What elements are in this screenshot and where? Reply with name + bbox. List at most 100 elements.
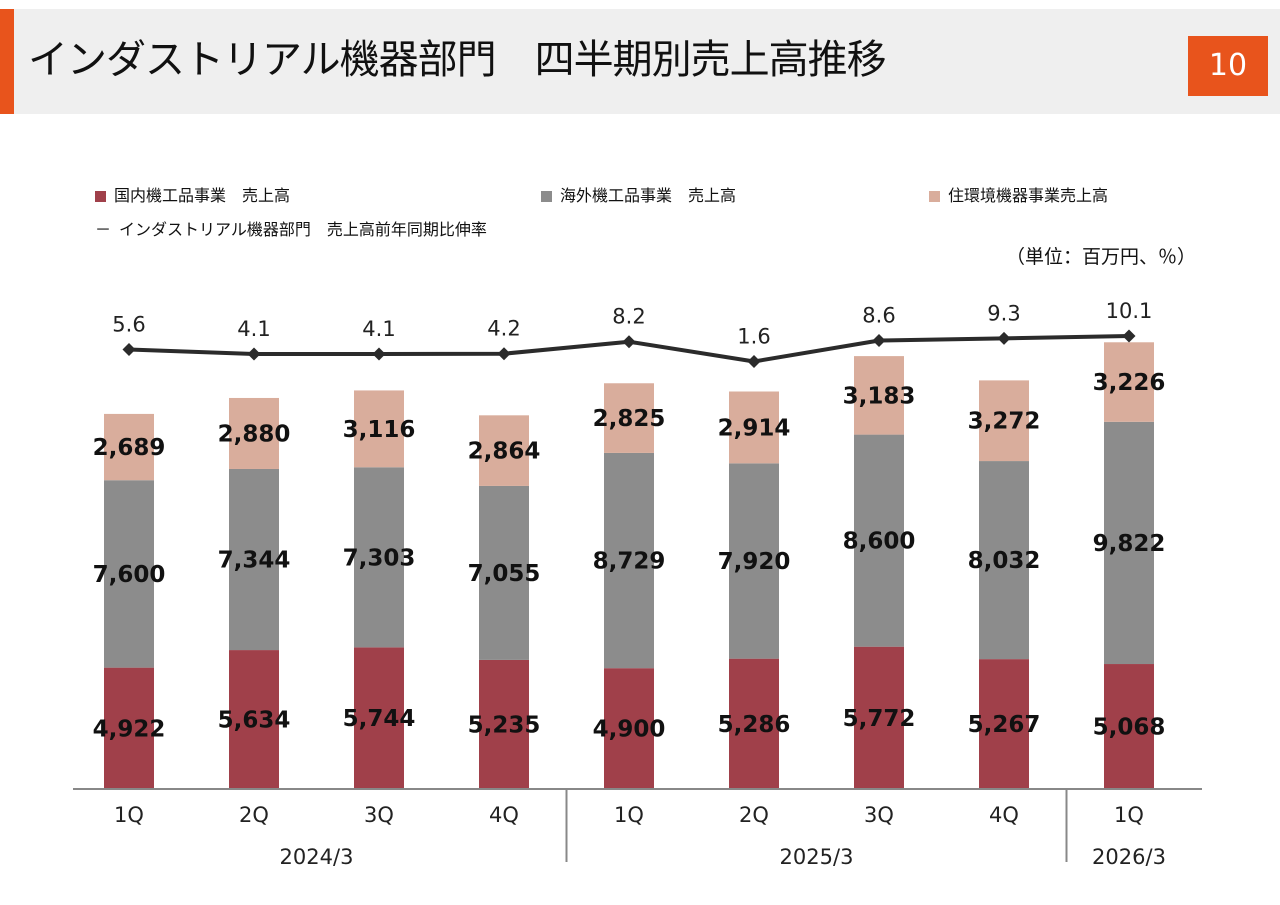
legend-item-domestic: 国内機工品事業 売上高 xyxy=(95,186,290,206)
data-label-overseas-3: 7,303 xyxy=(343,545,416,571)
bar-overseas-1 xyxy=(104,480,154,668)
x-tick-label-3: 3Q xyxy=(364,803,394,827)
bar-domestic-1 xyxy=(104,667,154,789)
growth-label-6: 1.6 xyxy=(737,325,770,349)
bar-housing-6 xyxy=(729,391,779,464)
bar-housing-4 xyxy=(479,415,529,486)
data-label-overseas-1: 7,600 xyxy=(93,562,166,588)
x-group-label-3: 2026/3 xyxy=(1092,845,1166,869)
bar-domestic-7 xyxy=(854,646,904,789)
growth-label-4: 4.2 xyxy=(487,317,520,341)
growth-label-2: 4.1 xyxy=(237,317,270,341)
bar-domestic-6 xyxy=(729,658,779,789)
title-bar xyxy=(0,9,1280,114)
data-label-domestic-5: 4,900 xyxy=(593,717,666,743)
data-label-domestic-3: 5,744 xyxy=(343,706,416,732)
growth-label-3: 4.1 xyxy=(362,317,395,341)
x-tick-label-5: 1Q xyxy=(614,803,644,827)
x-group-label-1: 2024/3 xyxy=(280,845,354,869)
growth-marker-6 xyxy=(747,355,761,368)
bar-domestic-2 xyxy=(229,650,279,789)
data-label-housing-2: 2,880 xyxy=(218,421,291,447)
legend-label-domestic: 国内機工品事業 売上高 xyxy=(114,186,291,205)
legend-item-overseas: 海外機工品事業 売上高 xyxy=(541,186,736,206)
bar-overseas-9 xyxy=(1104,421,1154,665)
legend-swatch-housing xyxy=(929,191,940,202)
data-label-domestic-4: 5,235 xyxy=(468,712,541,738)
data-label-housing-9: 3,226 xyxy=(1093,370,1166,396)
title-accent-bar xyxy=(0,9,14,114)
data-label-housing-8: 3,272 xyxy=(968,409,1041,435)
data-label-housing-6: 2,914 xyxy=(718,415,791,441)
bar-housing-9 xyxy=(1104,342,1154,422)
legend-item-housing: 住環境機器事業売上高 xyxy=(929,186,1108,206)
growth-marker-4 xyxy=(497,347,511,361)
legend-label-overseas: 海外機工品事業 売上高 xyxy=(560,186,737,205)
data-label-overseas-2: 7,344 xyxy=(218,548,291,574)
growth-marker-3 xyxy=(372,347,386,361)
growth-label-5: 8.2 xyxy=(612,305,645,329)
data-label-domestic-1: 4,922 xyxy=(93,716,166,742)
data-label-domestic-7: 5,772 xyxy=(843,706,916,732)
bar-domestic-9 xyxy=(1104,664,1154,789)
x-tick-label-7: 3Q xyxy=(864,803,894,827)
x-group-label-2: 2025/3 xyxy=(780,845,854,869)
bar-domestic-5 xyxy=(604,668,654,789)
growth-label-9: 10.1 xyxy=(1106,299,1153,323)
x-tick-label-6: 2Q xyxy=(739,803,769,827)
legend-label-growth: インダストリアル機器部門 売上高前年同期比伸率 xyxy=(119,220,487,239)
unit-note: （単位：百万円、％） xyxy=(1006,246,1197,268)
data-label-housing-7: 3,183 xyxy=(843,383,916,409)
bar-overseas-3 xyxy=(354,467,404,648)
legend-label-housing: 住環境機器事業売上高 xyxy=(948,186,1109,205)
bar-domestic-4 xyxy=(479,659,529,789)
data-label-housing-5: 2,825 xyxy=(593,406,666,432)
bar-housing-8 xyxy=(979,380,1029,462)
bar-overseas-6 xyxy=(729,463,779,659)
bar-overseas-7 xyxy=(854,434,904,647)
page-title: インダストリアル機器部門 四半期別売上高推移 xyxy=(28,37,887,83)
growth-marker-5 xyxy=(622,335,636,349)
growth-marker-2 xyxy=(247,347,261,361)
x-tick-label-1: 1Q xyxy=(114,803,144,827)
bar-overseas-4 xyxy=(479,485,529,660)
data-label-overseas-8: 8,032 xyxy=(968,548,1041,574)
x-tick-label-2: 2Q xyxy=(239,803,269,827)
data-label-housing-3: 3,116 xyxy=(343,417,416,443)
growth-label-1: 5.6 xyxy=(112,313,145,337)
legend-item-growth: － インダストリアル機器部門 売上高前年同期比伸率 xyxy=(95,220,487,240)
data-label-housing-1: 2,689 xyxy=(93,435,166,461)
legend-swatch-domestic xyxy=(95,191,106,202)
bar-housing-1 xyxy=(104,413,154,481)
data-label-overseas-6: 7,920 xyxy=(718,549,791,575)
x-tick-label-4: 4Q xyxy=(489,803,519,827)
bar-domestic-3 xyxy=(354,647,404,789)
data-label-overseas-5: 8,729 xyxy=(593,549,666,575)
legend-swatch-overseas xyxy=(541,191,552,202)
x-tick-label-8: 4Q xyxy=(989,803,1019,827)
data-label-overseas-7: 8,600 xyxy=(843,529,916,555)
bar-domestic-8 xyxy=(979,659,1029,789)
data-label-domestic-9: 5,068 xyxy=(1093,715,1166,741)
bar-housing-5 xyxy=(604,383,654,453)
bar-housing-2 xyxy=(229,397,279,469)
bar-housing-3 xyxy=(354,390,404,468)
bar-overseas-8 xyxy=(979,461,1029,660)
bar-overseas-5 xyxy=(604,452,654,669)
bar-housing-7 xyxy=(854,356,904,435)
x-tick-label-9: 1Q xyxy=(1114,803,1144,827)
growth-label-7: 8.6 xyxy=(862,304,895,328)
bar-overseas-2 xyxy=(229,468,279,651)
data-label-domestic-2: 5,634 xyxy=(218,708,291,734)
page-number-badge: 10 xyxy=(1188,36,1268,96)
data-label-domestic-6: 5,286 xyxy=(718,712,791,738)
growth-label-8: 9.3 xyxy=(987,301,1020,325)
data-label-overseas-4: 7,055 xyxy=(468,561,541,587)
growth-marker-8 xyxy=(997,331,1011,345)
growth-marker-9 xyxy=(1122,329,1136,343)
growth-marker-1 xyxy=(122,343,136,356)
data-label-housing-4: 2,864 xyxy=(468,439,541,465)
legend-line-marker: － xyxy=(95,220,112,239)
growth-marker-7 xyxy=(872,334,886,347)
